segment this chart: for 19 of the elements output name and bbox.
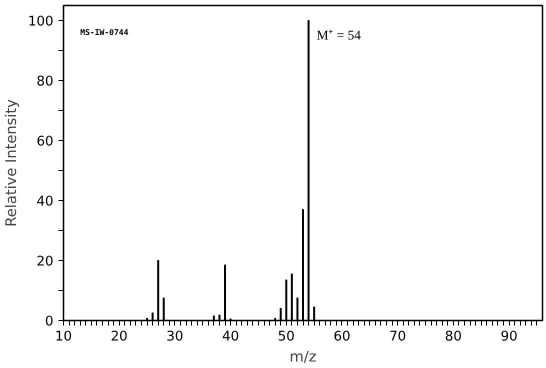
x-tick-label: 30 — [166, 330, 184, 344]
x-tick-label: 80 — [444, 330, 462, 344]
y-tick-label: 20 — [36, 254, 54, 270]
y-tick-label: 0 — [45, 314, 54, 330]
x-tick-label: 10 — [55, 330, 72, 344]
y-axis-title: Relative Intensity — [3, 98, 20, 227]
y-tick-label: 40 — [36, 194, 54, 210]
y-tick-label: 80 — [36, 74, 54, 90]
x-tick-label: 70 — [389, 330, 406, 344]
annotation: M⁺ = 54 — [316, 28, 362, 42]
x-tick-label: 90 — [500, 330, 518, 344]
annotation: MS-IW-0744 — [80, 28, 129, 37]
y-tick-label: 100 — [28, 14, 54, 30]
y-tick-label: 60 — [36, 134, 54, 150]
x-tick-label: 50 — [278, 330, 295, 344]
x-tick-label: 60 — [334, 330, 350, 344]
x-axis-title: m/z — [290, 348, 317, 366]
x-tick-label: 40 — [222, 330, 240, 344]
x-tick-label: 20 — [110, 330, 128, 344]
